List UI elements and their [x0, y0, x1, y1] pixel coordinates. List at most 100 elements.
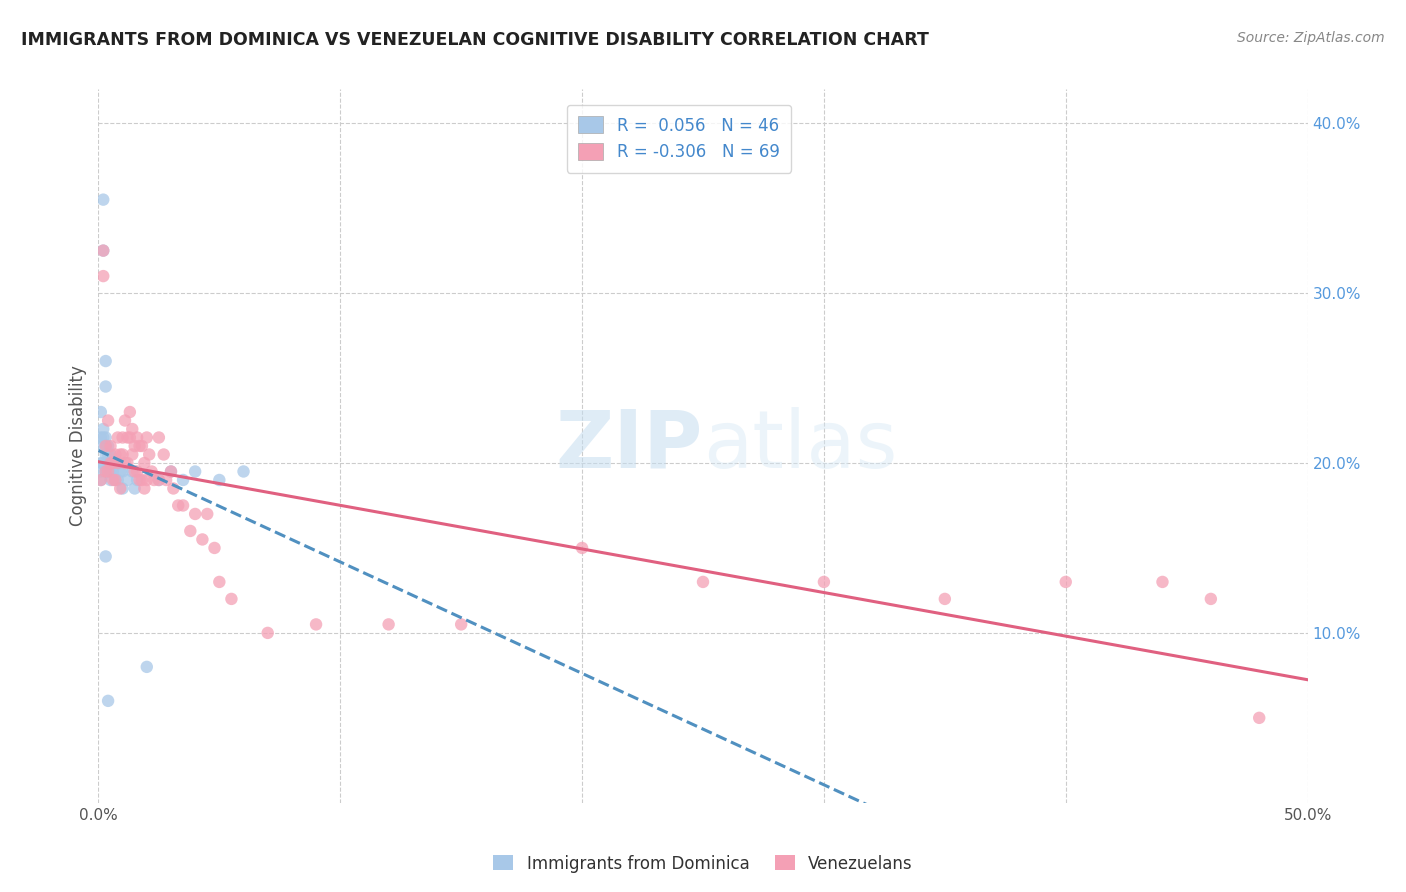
- Point: [138, 448, 160, 462]
- Point: [305, 617, 328, 632]
- Point: [124, 482, 146, 496]
- Legend: R =  0.056   N = 46, R = -0.306   N = 69: R = 0.056 N = 46, R = -0.306 N = 69: [567, 104, 792, 173]
- Point: [91, 269, 114, 284]
- Point: [97, 448, 120, 462]
- Point: [148, 430, 170, 444]
- Point: [256, 626, 278, 640]
- Point: [377, 617, 399, 632]
- Point: [94, 465, 117, 479]
- Point: [94, 430, 117, 444]
- Point: [91, 244, 114, 258]
- Point: [813, 574, 835, 589]
- Point: [107, 473, 129, 487]
- Point: [111, 448, 134, 462]
- Text: atlas: atlas: [703, 407, 897, 485]
- Point: [117, 473, 139, 487]
- Point: [208, 473, 231, 487]
- Point: [100, 448, 122, 462]
- Point: [97, 439, 120, 453]
- Point: [148, 473, 170, 487]
- Text: Source: ZipAtlas.com: Source: ZipAtlas.com: [1237, 31, 1385, 45]
- Point: [204, 541, 226, 555]
- Point: [94, 448, 117, 462]
- Point: [121, 448, 143, 462]
- Point: [107, 456, 129, 470]
- Point: [94, 379, 117, 393]
- Point: [179, 524, 201, 538]
- Point: [450, 617, 472, 632]
- Point: [91, 193, 114, 207]
- Point: [143, 473, 166, 487]
- Point: [141, 465, 163, 479]
- Point: [121, 465, 143, 479]
- Point: [94, 439, 117, 453]
- Point: [1152, 574, 1174, 589]
- Point: [172, 499, 194, 513]
- Point: [184, 507, 207, 521]
- Point: [134, 482, 156, 496]
- Point: [934, 591, 956, 606]
- Point: [111, 482, 134, 496]
- Point: [160, 465, 183, 479]
- Point: [101, 456, 124, 470]
- Point: [107, 430, 129, 444]
- Point: [692, 574, 714, 589]
- Point: [172, 473, 194, 487]
- Point: [1249, 711, 1271, 725]
- Point: [90, 405, 112, 419]
- Point: [90, 473, 112, 487]
- Point: [91, 422, 114, 436]
- Point: [100, 473, 122, 487]
- Point: [104, 473, 127, 487]
- Point: [160, 465, 183, 479]
- Point: [1054, 574, 1077, 589]
- Point: [91, 430, 114, 444]
- Point: [91, 244, 114, 258]
- Point: [114, 456, 136, 470]
- Point: [1199, 591, 1222, 606]
- Point: [94, 465, 117, 479]
- Point: [221, 591, 243, 606]
- Point: [128, 473, 150, 487]
- Point: [121, 422, 143, 436]
- Point: [108, 448, 131, 462]
- Point: [127, 465, 149, 479]
- Point: [90, 473, 112, 487]
- Point: [127, 473, 149, 487]
- Text: IMMIGRANTS FROM DOMINICA VS VENEZUELAN COGNITIVE DISABILITY CORRELATION CHART: IMMIGRANTS FROM DOMINICA VS VENEZUELAN C…: [21, 31, 929, 49]
- Point: [117, 456, 139, 470]
- Point: [118, 430, 141, 444]
- Point: [128, 439, 150, 453]
- Point: [104, 473, 127, 487]
- Point: [114, 413, 136, 427]
- Point: [148, 473, 170, 487]
- Point: [101, 465, 124, 479]
- Point: [97, 465, 120, 479]
- Legend: Immigrants from Dominica, Venezuelans: Immigrants from Dominica, Venezuelans: [486, 848, 920, 880]
- Point: [131, 473, 153, 487]
- Point: [91, 439, 114, 453]
- Point: [101, 456, 124, 470]
- Point: [104, 456, 127, 470]
- Point: [124, 439, 146, 453]
- Point: [97, 694, 120, 708]
- Point: [90, 430, 112, 444]
- Point: [167, 499, 190, 513]
- Point: [117, 430, 139, 444]
- Y-axis label: Cognitive Disability: Cognitive Disability: [69, 366, 87, 526]
- Point: [94, 549, 117, 564]
- Point: [155, 473, 177, 487]
- Point: [97, 456, 120, 470]
- Point: [100, 456, 122, 470]
- Point: [94, 354, 117, 368]
- Point: [162, 482, 184, 496]
- Point: [135, 660, 157, 674]
- Point: [571, 541, 593, 555]
- Point: [111, 430, 134, 444]
- Point: [108, 482, 131, 496]
- Point: [152, 448, 174, 462]
- Point: [118, 405, 141, 419]
- Point: [97, 465, 120, 479]
- Point: [124, 465, 146, 479]
- Point: [134, 456, 156, 470]
